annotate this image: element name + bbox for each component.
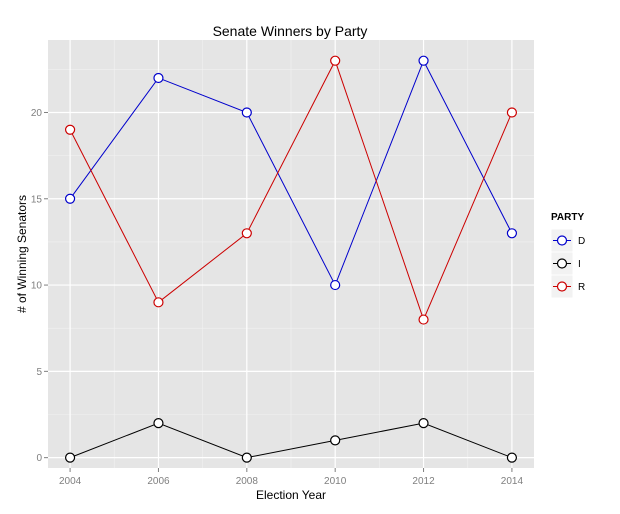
series-line-i	[69, 422, 513, 459]
legend-label-r: R	[578, 282, 585, 293]
data-point-r	[330, 55, 341, 66]
x-tick-label: 2014	[501, 476, 524, 487]
series-lines	[69, 59, 513, 459]
data-point-d	[418, 55, 429, 66]
x-tick-label: 2010	[324, 476, 347, 487]
legend-label-d: D	[578, 236, 585, 247]
series-points	[64, 55, 518, 463]
data-point-i	[64, 452, 76, 463]
series-line-d	[69, 59, 513, 287]
y-tick-label: 5	[36, 367, 42, 378]
x-axis-title: Election Year	[256, 488, 326, 502]
data-point-i	[241, 452, 252, 463]
legend: PARTY D I R	[550, 212, 585, 299]
x-tick-label: 2006	[147, 476, 170, 487]
y-tick-label: 0	[36, 453, 42, 464]
minor-gridlines	[48, 40, 534, 468]
data-point-d	[241, 107, 252, 118]
data-point-r	[241, 228, 252, 239]
data-point-r	[506, 107, 518, 118]
data-point-i	[506, 452, 518, 463]
legend-marker-i	[556, 258, 568, 269]
x-tick-label: 2004	[59, 476, 82, 487]
chart-title: Senate Winners by Party	[213, 23, 368, 39]
legend-marker-d	[556, 235, 568, 246]
data-point-i	[153, 418, 164, 429]
data-point-r	[153, 297, 164, 308]
x-axis-ticks: 2004 2006 2008 2010 2012 2014	[59, 468, 524, 487]
data-point-r	[418, 314, 429, 325]
data-point-d	[64, 193, 76, 204]
data-point-d	[330, 279, 341, 291]
data-point-d	[153, 72, 164, 84]
data-point-i	[330, 435, 341, 446]
data-point-d	[506, 228, 518, 239]
y-tick-label: 20	[31, 108, 43, 119]
series-line-r	[69, 59, 513, 321]
legend-label-i: I	[578, 259, 581, 270]
legend-title: PARTY	[551, 212, 584, 223]
y-axis-title: # of Winning Senators	[15, 195, 29, 313]
x-tick-label: 2012	[412, 476, 435, 487]
x-tick-label: 2008	[236, 476, 259, 487]
y-tick-label: 15	[31, 194, 43, 205]
y-tick-label: 10	[31, 281, 43, 292]
data-point-r	[64, 124, 76, 135]
data-point-i	[418, 418, 429, 429]
y-axis-ticks: 0 5 10 15 20	[31, 108, 48, 464]
legend-marker-r	[556, 281, 568, 292]
